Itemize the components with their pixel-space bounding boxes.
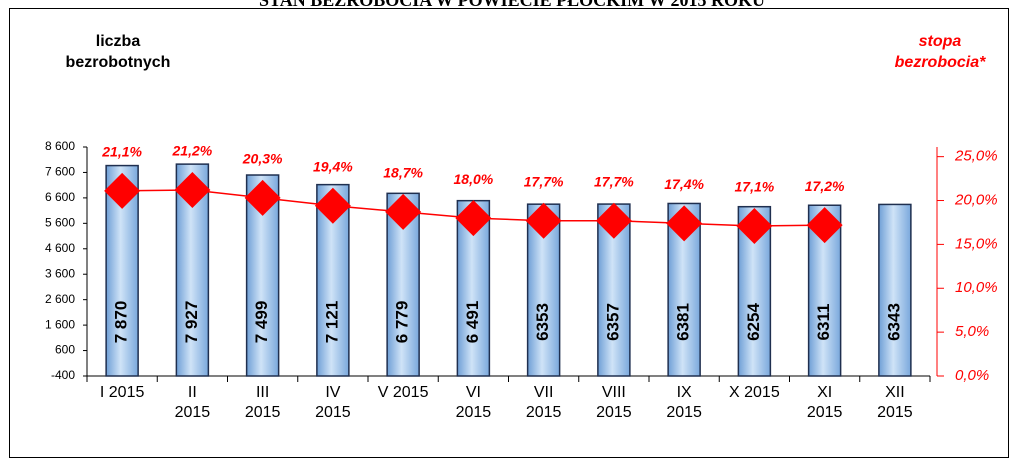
y-tick-label: 6 600: [45, 190, 75, 204]
x-tick-label: I 2015: [100, 384, 145, 401]
bar-value-label: 7 121: [322, 301, 341, 344]
x-tick-label: VII 2015: [526, 384, 562, 421]
rate-value-label: 17,7%: [524, 173, 564, 189]
y2-tick-label: 15,0%: [955, 235, 998, 252]
bar-value-label: 6343: [884, 303, 903, 341]
rate-marker: [104, 172, 141, 209]
rate-marker: [174, 171, 211, 208]
y2-tick-label: 20,0%: [954, 191, 998, 208]
rate-marker: [666, 205, 703, 242]
rate-value-label: 17,2%: [805, 178, 845, 194]
rate-value-label: 17,1%: [735, 179, 775, 195]
rate-marker: [455, 200, 492, 237]
bar-value-label: 6311: [814, 304, 833, 341]
y-tick-label: 5 600: [45, 216, 75, 230]
rate-marker: [736, 207, 773, 244]
x-tick-label: IX 2015: [666, 384, 702, 421]
y-tick-label: 2 600: [45, 292, 75, 306]
rate-value-label: 18,0%: [454, 171, 494, 187]
bar-value-label: 7 927: [182, 301, 201, 344]
y-tick-label: 3 600: [45, 266, 75, 280]
y2-axis-label: stopa bezrobocia*: [895, 33, 986, 71]
y2-tick-label: 25,0%: [954, 148, 998, 165]
rate-value-label: 21,2%: [172, 143, 213, 159]
rate-marker: [806, 207, 843, 244]
y-tick-label: 1 600: [45, 317, 75, 331]
y-tick-label: 8 600: [45, 139, 75, 153]
bar-value-label: 6357: [603, 303, 622, 341]
rate-value-label: 20,3%: [242, 151, 283, 167]
rate-marker: [385, 193, 422, 230]
bar-value-label: 6353: [533, 303, 552, 341]
frame: [9, 8, 1009, 458]
x-tick-label: II 2015: [175, 384, 211, 421]
rate-marker: [595, 202, 632, 239]
y-tick-label: -400: [51, 368, 75, 382]
rate-marker: [525, 202, 562, 239]
chart-title: STAN BEZROBOCIA W POWIECIE PŁOCKIM W 201…: [259, 0, 765, 10]
y-tick-label: 600: [55, 343, 75, 357]
bar-value-label: 6254: [744, 303, 763, 341]
x-tick-label: XI 2015: [807, 384, 843, 421]
x-tick-label: VI 2015: [456, 384, 492, 421]
rate-value-label: 19,4%: [313, 158, 353, 174]
y2-tick-label: 5,0%: [955, 323, 989, 340]
bar-value-label: 6 491: [463, 301, 482, 344]
x-tick-label: IV 2015: [315, 384, 351, 421]
y2-tick-label: 10,0%: [955, 279, 998, 296]
rate-marker: [244, 179, 281, 216]
x-tick-label: V 2015: [378, 384, 429, 401]
y-tick-label: 4 600: [45, 241, 75, 255]
rate-value-label: 17,7%: [594, 173, 634, 189]
y-axis-label: liczba bezrobotnych: [66, 33, 171, 71]
x-tick-label: III 2015: [245, 384, 281, 421]
bar-value-label: 7 499: [252, 301, 271, 344]
rate-marker: [314, 187, 351, 224]
rate-value-label: 21,1%: [101, 144, 142, 160]
bar-value-label: 6381: [674, 303, 693, 341]
bar-value-label: 7 870: [112, 301, 131, 344]
y2-tick-label: 0,0%: [955, 367, 989, 384]
x-tick-label: X 2015: [729, 384, 780, 401]
rate-value-label: 17,4%: [664, 176, 704, 192]
bar: [878, 203, 912, 377]
x-tick-label: VIII 2015: [596, 384, 632, 421]
bar-value-label: 6 779: [393, 301, 412, 344]
y-tick-label: 7 600: [45, 165, 75, 179]
rate-value-label: 18,7%: [383, 165, 423, 181]
x-tick-label: XII 2015: [877, 384, 913, 421]
